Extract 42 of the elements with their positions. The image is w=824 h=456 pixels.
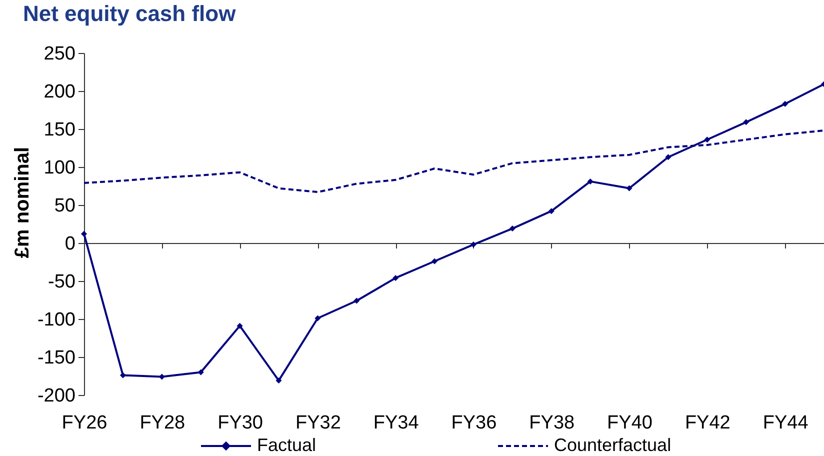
point [470, 242, 476, 248]
y-tick-label: 200 [44, 82, 76, 102]
point [704, 136, 710, 143]
x-tick-label: FY38 [529, 412, 575, 434]
point [509, 226, 516, 232]
point [276, 378, 282, 384]
x-tick-label: FY30 [218, 412, 263, 434]
x-tick-label: FY32 [295, 412, 341, 434]
x-tick-label: FY26 [62, 412, 108, 434]
point [432, 258, 438, 264]
x-tick-label: FY28 [140, 412, 186, 434]
x-tick-label: FY40 [607, 412, 652, 434]
point [743, 119, 750, 126]
legend-label: Counterfactual [554, 435, 672, 455]
point [665, 154, 672, 160]
x-tick-label: FY34 [373, 412, 420, 434]
point [548, 208, 554, 214]
legend-label: Factual [257, 435, 316, 455]
point [782, 100, 788, 107]
chart-title: Net equity cash flow [23, 1, 237, 26]
y-axis-title: £m nominal [12, 146, 34, 258]
point [120, 372, 126, 378]
y-tick-label: 50 [54, 196, 76, 216]
y-tick-label: 100 [44, 158, 76, 178]
point [236, 322, 243, 329]
x-tick-label: FY42 [684, 412, 730, 434]
point [198, 369, 204, 376]
point [314, 315, 321, 322]
point [81, 230, 87, 237]
y-tick-label: -200 [37, 386, 76, 406]
point [587, 178, 594, 184]
y-tick-label: 150 [44, 120, 76, 140]
x-tick-label: FY44 [762, 412, 809, 434]
point [392, 274, 399, 281]
y-tick-label: 0 [64, 234, 76, 254]
y-tick-label: -100 [37, 310, 76, 330]
x-tick-label: FY36 [451, 412, 497, 434]
point [354, 298, 360, 304]
point [626, 185, 632, 192]
y-tick-label: 250 [44, 44, 76, 64]
y-tick-label: -150 [37, 348, 76, 368]
y-tick-label: -50 [48, 272, 76, 292]
